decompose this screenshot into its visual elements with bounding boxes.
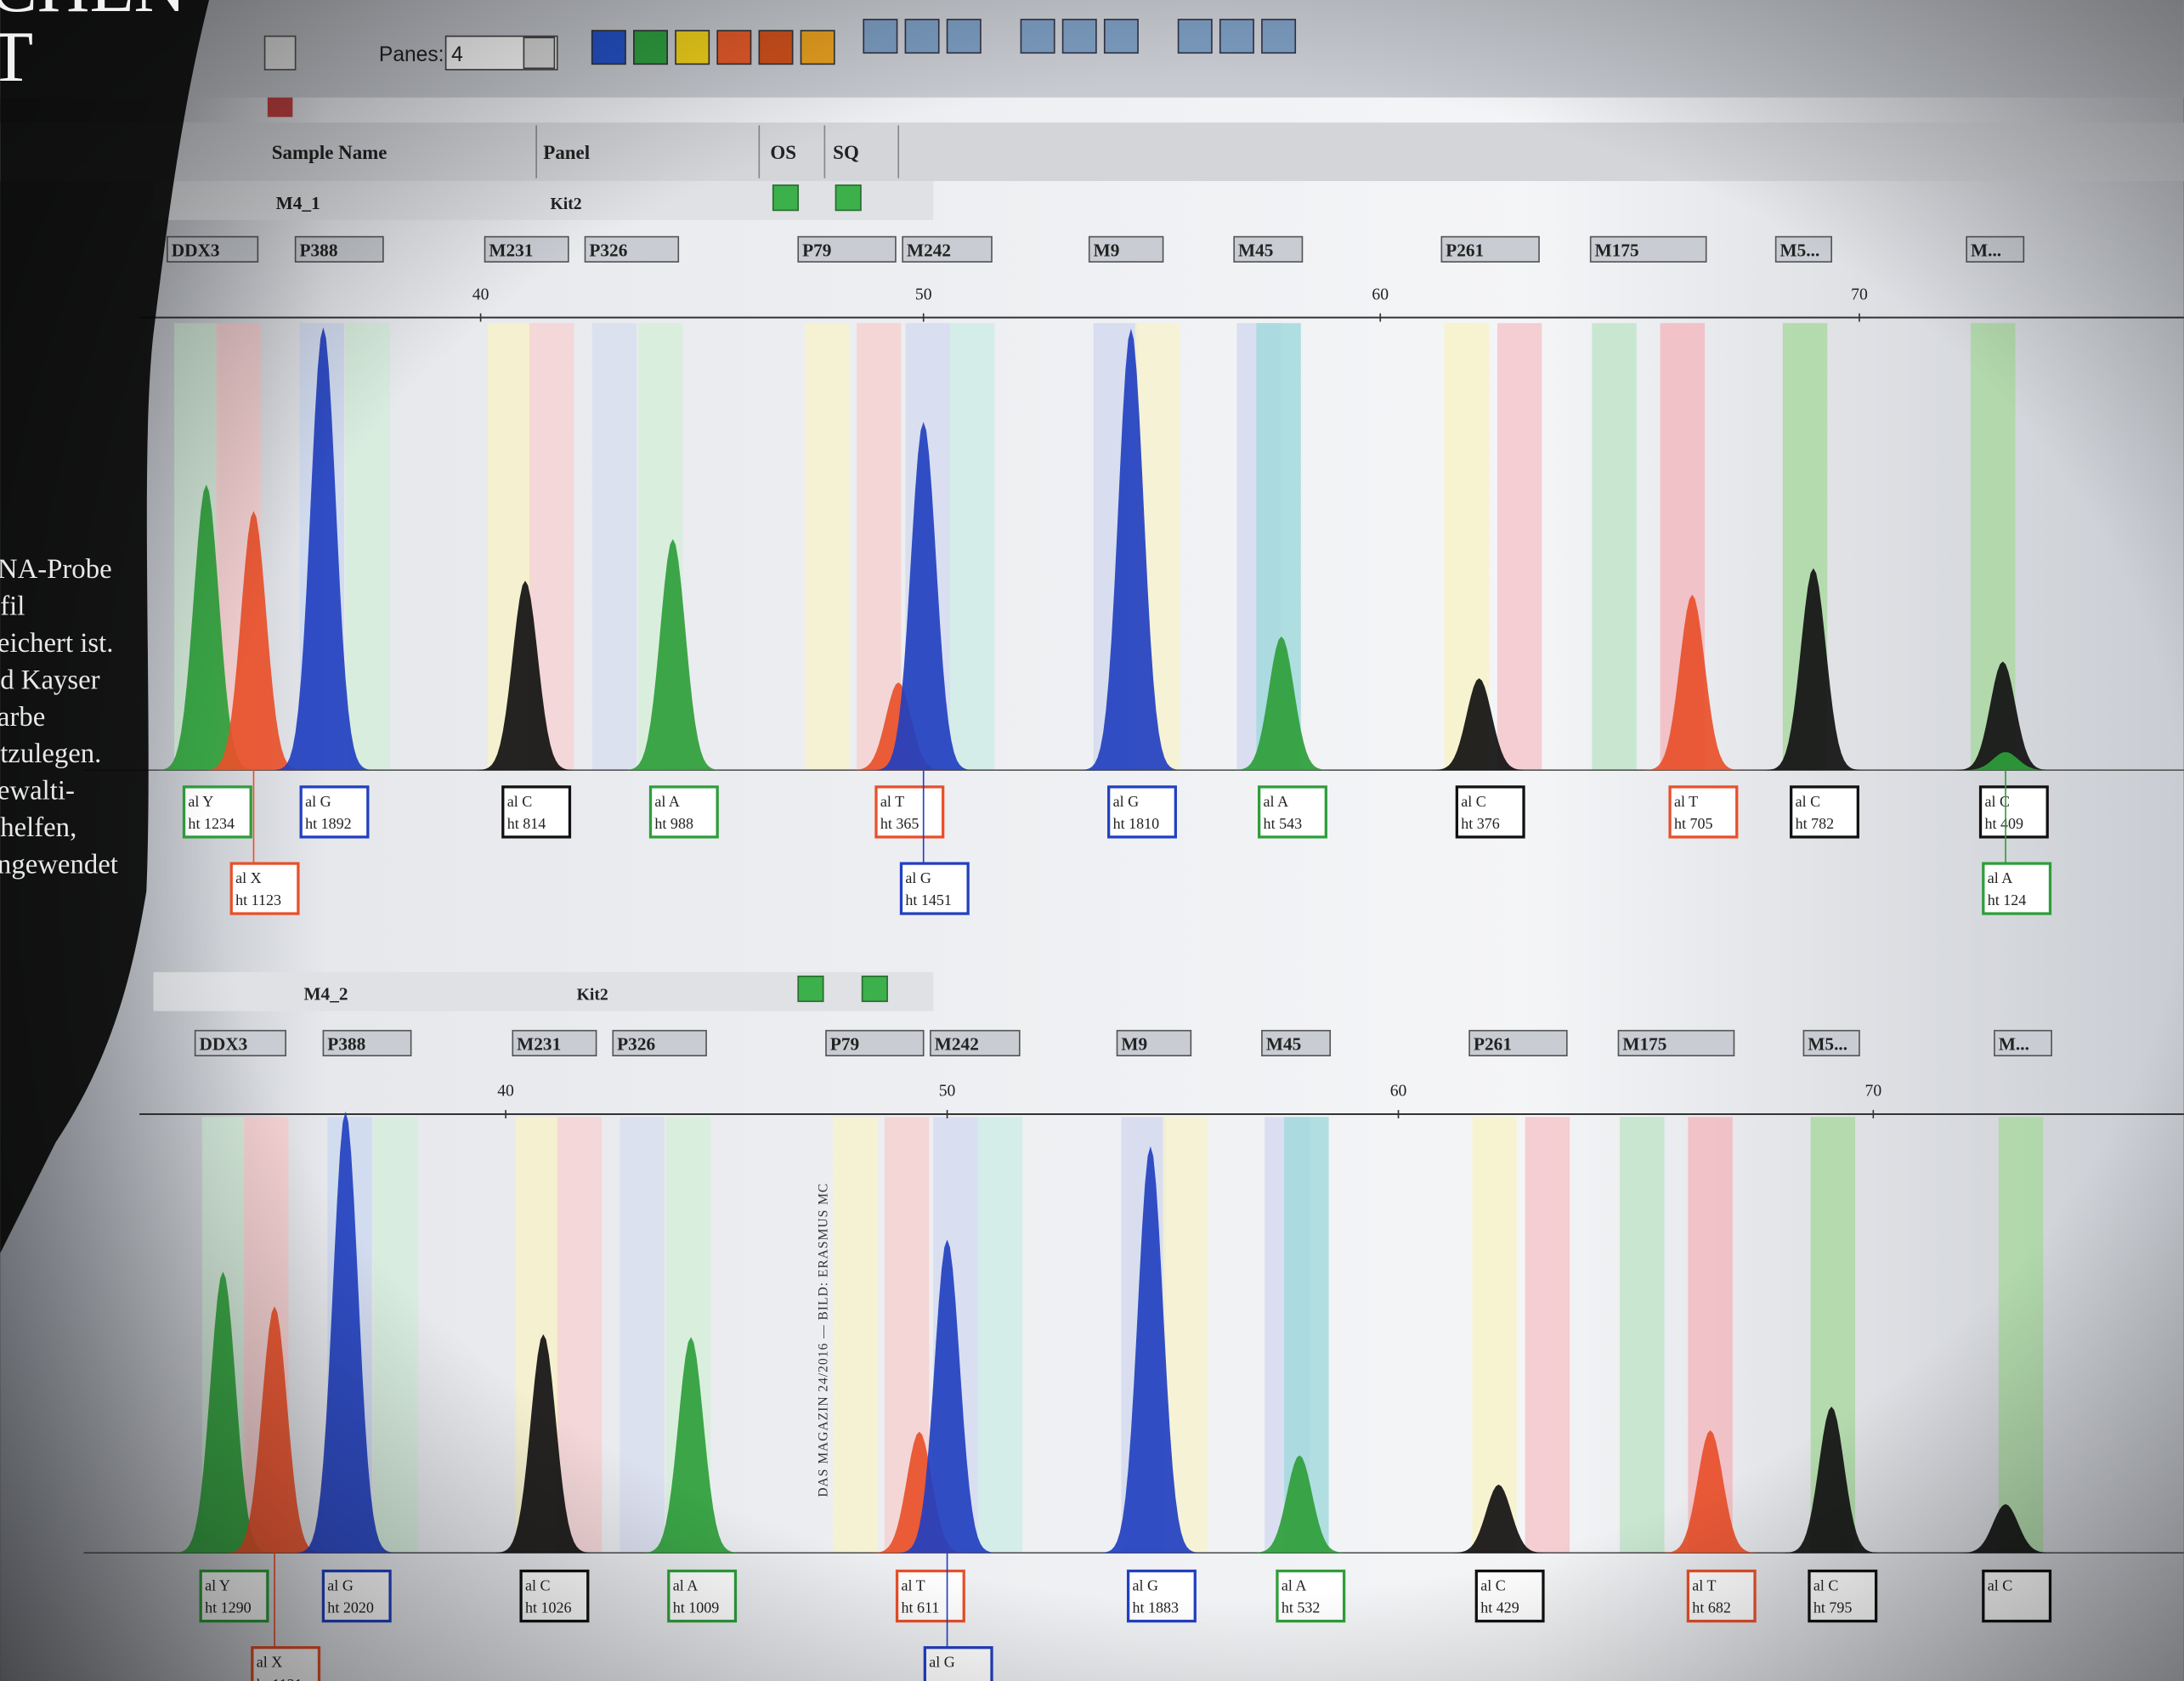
headline: T <box>0 17 33 97</box>
caption-line: tzulegen. <box>0 739 101 769</box>
caption-line: arbe <box>0 702 45 733</box>
caption-line: fil <box>0 591 25 622</box>
caption-line: d Kayser <box>0 665 99 695</box>
caption-line: ewalti- <box>0 776 75 807</box>
caption-line: NA-Probe <box>0 554 112 585</box>
scene: Panes:4Sample NamePanelOSSQM4_1Kit2DDX3P… <box>0 0 2184 1681</box>
caption-line: helfen, <box>0 812 76 843</box>
page: {"headline":["CHEN","T"], "caption_lines… <box>0 0 2184 1681</box>
vignette <box>0 0 2184 1681</box>
caption-line: ngewendet <box>0 850 118 880</box>
caption-line: eichert ist. <box>0 628 113 659</box>
photo-credit: DAS MAGAZIN 24/2016 — BILD: ERASMUS MC <box>817 1183 831 1497</box>
